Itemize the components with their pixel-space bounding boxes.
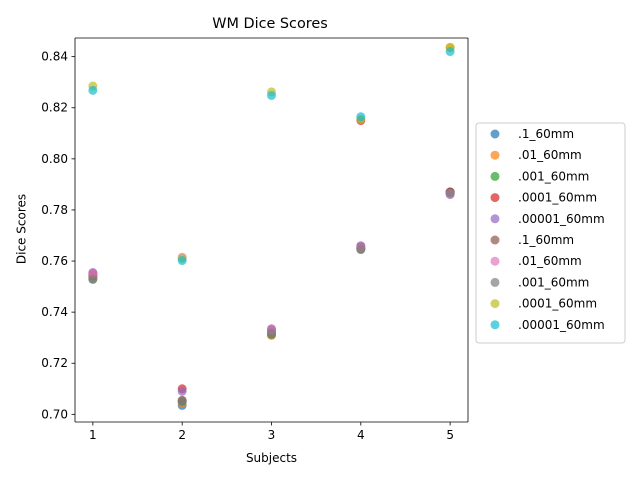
legend-label: .01_60mm <box>518 148 582 162</box>
legend-marker <box>490 193 500 203</box>
y-tick-label: 0.72 <box>41 356 68 370</box>
legend-frame <box>475 122 626 344</box>
data-point-series-10 <box>445 47 455 57</box>
legend-marker <box>490 150 500 160</box>
data-point-series-10 <box>267 90 276 100</box>
legend-label: .1_60mm <box>518 233 574 247</box>
y-tick-label: 0.82 <box>41 101 68 115</box>
x-tick-label: 4 <box>357 428 365 442</box>
y-tick-label: 0.84 <box>41 50 68 64</box>
legend-marker <box>490 129 500 139</box>
legend-marker <box>490 256 500 266</box>
legend-label: .0001_60mm <box>518 297 597 311</box>
data-point-series-8 <box>445 188 455 198</box>
data-point-series-8 <box>88 274 98 284</box>
legend-marker <box>490 235 500 245</box>
legend: .1_60mm .01_60mm .001_60mm .0001_60mm .00001… <box>475 122 626 344</box>
y-tick-label: 0.80 <box>41 152 68 166</box>
legend-marker <box>490 277 500 287</box>
y-axis-label: Dice Scores <box>15 194 29 264</box>
chart-title: WM Dice Scores <box>212 16 327 32</box>
y-tick-label: 0.76 <box>41 254 68 268</box>
legend-label: .001_60mm <box>518 275 589 289</box>
x-tick-label: 5 <box>446 428 454 442</box>
data-point-series-8 <box>267 328 276 338</box>
legend-marker <box>490 171 500 181</box>
data-point-series-10 <box>177 256 187 266</box>
legend-label: .00001_60mm <box>518 212 605 226</box>
y-tick-label: 0.78 <box>41 203 68 217</box>
data-point-series-8 <box>356 244 366 254</box>
x-tick-label: 3 <box>268 428 276 442</box>
plot-area: 1 2 3 4 5 0.70 0.72 0.74 0.76 0.78 0.80 0.82 0.84 <box>41 37 469 442</box>
legend-label: .01_60mm <box>518 254 582 268</box>
y-tick-label: 0.70 <box>41 407 68 421</box>
legend-label: .001_60mm <box>518 169 589 183</box>
x-tick-label: 2 <box>178 428 186 442</box>
x-tick-label: 1 <box>89 428 97 442</box>
data-point-series-10 <box>88 85 98 95</box>
data-point-series-10 <box>356 112 366 122</box>
legend-label: .1_60mm <box>518 127 574 141</box>
legend-marker <box>490 214 500 224</box>
legend-marker <box>490 320 500 330</box>
legend-marker <box>490 299 500 309</box>
data-point-series-5 <box>177 386 187 396</box>
data-point-series-8 <box>177 396 187 406</box>
legend-label: .0001_60mm <box>518 191 597 205</box>
legend-label: .00001_60mm <box>518 318 605 332</box>
y-tick-label: 0.74 <box>41 305 68 319</box>
x-axis-label: Subjects <box>246 451 297 465</box>
